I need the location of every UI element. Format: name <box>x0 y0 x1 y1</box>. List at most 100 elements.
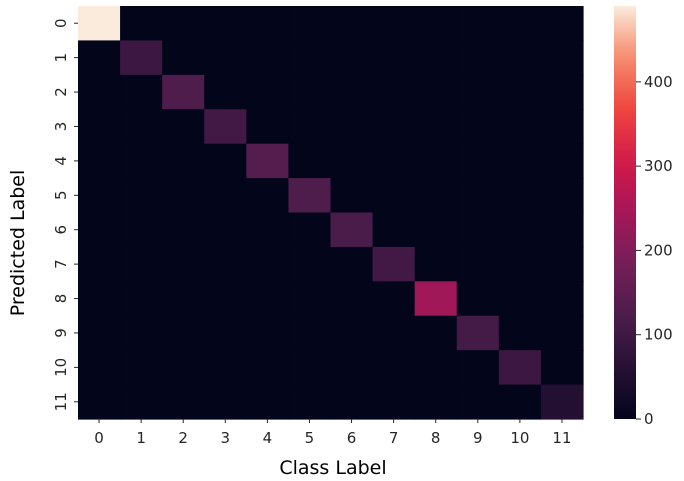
heatmap-cell <box>456 212 500 248</box>
heatmap-cell <box>540 281 584 317</box>
heatmap-cell <box>414 178 458 214</box>
colorbar-tick-labels: 0 100 200 300 400 <box>636 73 673 428</box>
y-tick-labels: 0 1 2 3 4 5 6 7 8 9 10 11 <box>52 18 78 411</box>
colorbar-tick-label: 200 <box>644 241 673 259</box>
heatmap-cell <box>540 143 584 179</box>
heatmap-cell <box>498 74 542 110</box>
x-tick-labels: 0 1 2 3 4 5 6 7 8 9 10 11 <box>94 419 572 447</box>
heatmap-cell <box>288 178 332 214</box>
x-tick-label: 9 <box>473 429 483 447</box>
heatmap-cell <box>372 109 416 145</box>
heatmap-cell <box>246 109 290 145</box>
heatmap-cell <box>330 40 374 76</box>
heatmap-cell <box>78 281 121 317</box>
x-tick-label: 5 <box>305 429 315 447</box>
heatmap-cell <box>120 212 163 248</box>
heatmap-cell <box>456 384 500 420</box>
heatmap-cell <box>330 384 374 420</box>
heatmap-cell <box>162 109 205 145</box>
heatmap-cell <box>540 315 584 351</box>
heatmap-cell <box>78 384 121 420</box>
heatmap-cell <box>246 212 290 248</box>
heatmap-cell <box>330 74 374 110</box>
heatmap-cell <box>288 40 332 76</box>
y-tick-label: 3 <box>52 122 70 132</box>
heatmap-cell <box>540 40 584 76</box>
heatmap-cell <box>288 143 332 179</box>
heatmap-cell <box>246 40 290 76</box>
heatmap-cell <box>540 109 584 145</box>
heatmap-cell <box>120 350 163 386</box>
heatmap-cell <box>288 6 332 42</box>
heatmap-cell <box>204 350 247 386</box>
heatmap-cell <box>162 281 205 317</box>
heatmap-cell <box>162 246 205 282</box>
y-tick-label: 7 <box>52 259 70 269</box>
heatmap-cell <box>120 178 163 214</box>
heatmap-cell <box>498 281 542 317</box>
heatmap-cell <box>456 74 500 110</box>
y-tick-label: 0 <box>52 18 70 28</box>
heatmap-cell <box>288 281 332 317</box>
heatmap-cell <box>78 350 121 386</box>
heatmap-cell <box>78 212 121 248</box>
heatmap-cell <box>204 40 247 76</box>
heatmap-cell <box>498 212 542 248</box>
heatmap-cell <box>414 74 458 110</box>
heatmap-cell <box>288 246 332 282</box>
heatmap-cell <box>162 212 205 248</box>
heatmap-cell <box>372 143 416 179</box>
heatmap-cell <box>246 384 290 420</box>
heatmap-cell <box>498 315 542 351</box>
y-tick-label: 1 <box>52 53 70 63</box>
heatmap-cell <box>204 143 247 179</box>
heatmap-cell <box>162 40 205 76</box>
heatmap-cell <box>204 6 247 42</box>
heatmap-cell <box>330 350 374 386</box>
heatmap-cell <box>162 315 205 351</box>
heatmap-cell <box>162 6 205 42</box>
heatmap-cell <box>246 350 290 386</box>
heatmap-cells <box>78 6 584 420</box>
heatmap-cell <box>498 384 542 420</box>
heatmap-cell <box>330 246 374 282</box>
heatmap-cell <box>246 6 290 42</box>
x-tick-label: 7 <box>389 429 399 447</box>
heatmap-cell <box>78 246 121 282</box>
heatmap-cell <box>372 178 416 214</box>
heatmap-cell <box>288 350 332 386</box>
heatmap-cell <box>372 212 416 248</box>
x-tick-label: 8 <box>431 429 441 447</box>
heatmap-cell <box>78 74 121 110</box>
heatmap-cell <box>456 178 500 214</box>
heatmap-cell <box>456 6 500 42</box>
heatmap-cell <box>456 40 500 76</box>
heatmap-cell <box>120 109 163 145</box>
heatmap-cell <box>78 178 121 214</box>
heatmap-cell <box>246 246 290 282</box>
x-tick-label: 10 <box>510 429 529 447</box>
colorbar-tick-label: 300 <box>644 157 673 175</box>
heatmap-cell <box>456 143 500 179</box>
heatmap-cell <box>120 6 163 42</box>
heatmap-cell <box>204 178 247 214</box>
heatmap-cell <box>120 40 163 76</box>
heatmap-cell <box>372 281 416 317</box>
heatmap-cell <box>414 6 458 42</box>
heatmap-cell <box>204 74 247 110</box>
heatmap-cell <box>120 246 163 282</box>
heatmap-cell <box>204 109 247 145</box>
heatmap-cell <box>162 74 205 110</box>
heatmap-cell <box>372 6 416 42</box>
heatmap-cell <box>456 281 500 317</box>
heatmap-cell <box>414 384 458 420</box>
heatmap-cell <box>498 178 542 214</box>
x-tick-label: 0 <box>94 429 104 447</box>
heatmap-cell <box>246 178 290 214</box>
heatmap-cell <box>288 315 332 351</box>
y-tick-label: 2 <box>52 87 70 97</box>
heatmap-cell <box>372 350 416 386</box>
colorbar <box>614 6 636 419</box>
heatmap-cell <box>246 74 290 110</box>
heatmap-cell <box>372 246 416 282</box>
